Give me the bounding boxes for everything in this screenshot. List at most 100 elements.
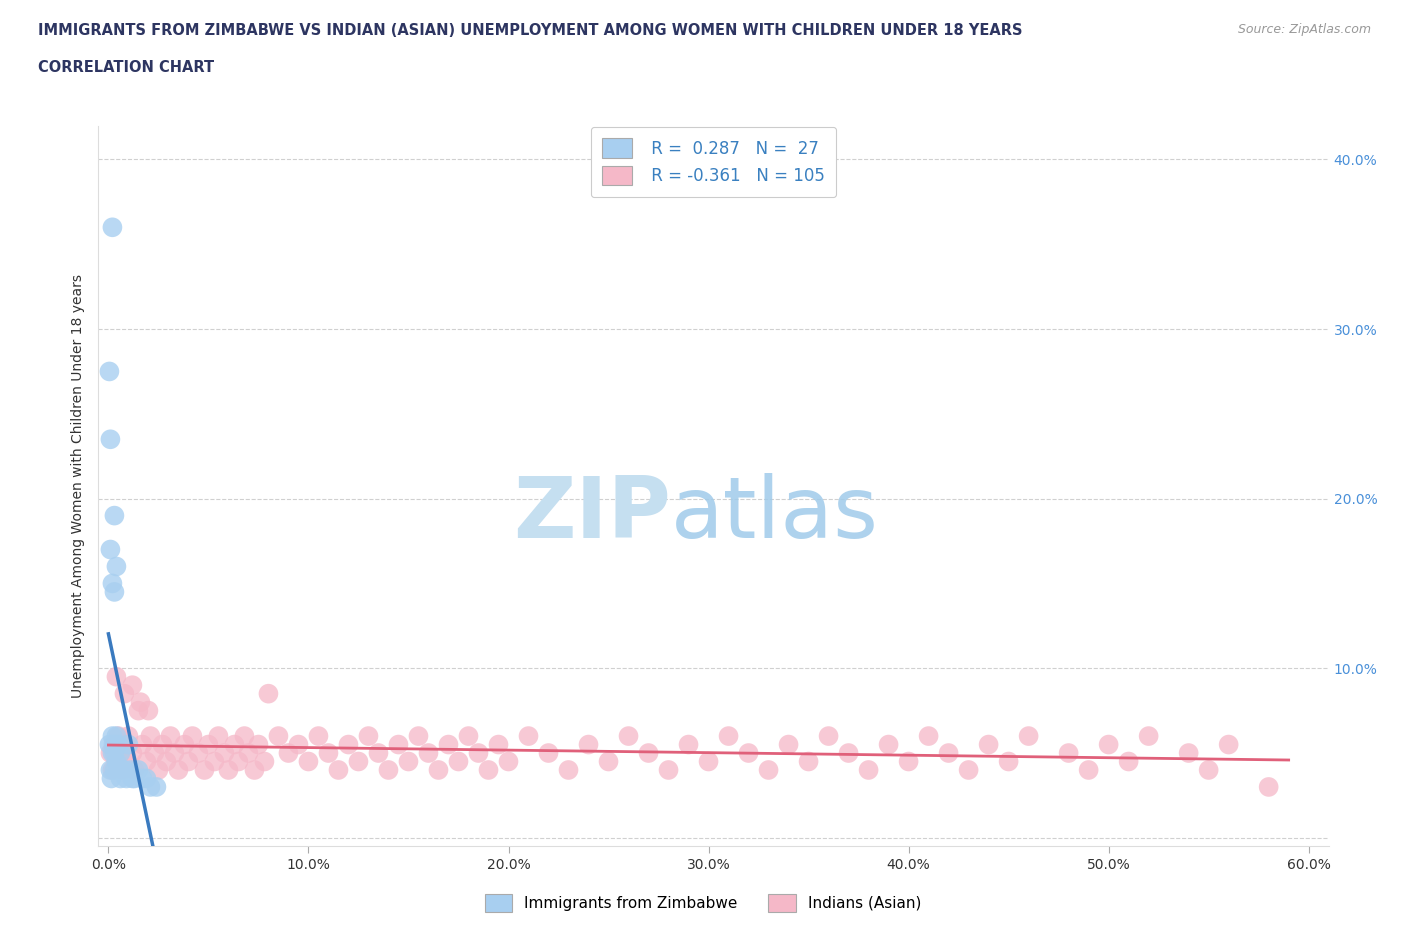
Point [197, 737, 219, 752]
Point [287, 737, 309, 752]
Point [398, 754, 420, 769]
Point [598, 754, 620, 769]
Point [617, 728, 640, 743]
Point [187, 746, 209, 761]
Point [427, 763, 450, 777]
Point [129, 695, 152, 710]
Point [977, 737, 1000, 752]
Point [117, 728, 139, 743]
Point [717, 728, 740, 743]
Point [997, 754, 1019, 769]
Point [115, 771, 138, 786]
Point [103, 508, 125, 523]
Point [498, 754, 520, 769]
Point [957, 763, 980, 777]
Point [537, 746, 560, 761]
Point [477, 763, 499, 777]
Text: Source: ZipAtlas.com: Source: ZipAtlas.com [1237, 23, 1371, 36]
Point [357, 728, 380, 743]
Point [817, 728, 839, 743]
Point [121, 678, 143, 693]
Point [177, 754, 200, 769]
Point [637, 746, 659, 761]
Point [737, 746, 759, 761]
Point [1218, 737, 1240, 752]
Point [418, 746, 440, 761]
Point [1198, 763, 1220, 777]
Point [207, 728, 229, 743]
Point [1077, 763, 1099, 777]
Point [98, 364, 121, 379]
Point [257, 686, 280, 701]
Point [100, 542, 122, 557]
Point [328, 763, 350, 777]
Point [337, 737, 360, 752]
Point [100, 771, 122, 786]
Point [101, 576, 124, 591]
Point [110, 746, 132, 761]
Point [1137, 728, 1160, 743]
Point [173, 737, 195, 752]
Point [127, 703, 149, 718]
Point [103, 737, 125, 752]
Point [387, 737, 409, 752]
Point [105, 559, 128, 574]
Point [228, 754, 250, 769]
Point [111, 763, 134, 777]
Point [233, 728, 256, 743]
Point [103, 584, 125, 599]
Point [155, 754, 177, 769]
Point [578, 737, 600, 752]
Point [1118, 754, 1140, 769]
Point [101, 763, 124, 777]
Point [139, 728, 162, 743]
Point [697, 754, 720, 769]
Point [204, 754, 226, 769]
Point [107, 728, 129, 743]
Point [131, 737, 153, 752]
Point [447, 754, 470, 769]
Point [238, 746, 260, 761]
Point [858, 763, 880, 777]
Point [103, 763, 125, 777]
Point [101, 728, 124, 743]
Point [121, 771, 143, 786]
Point [112, 686, 135, 701]
Point [267, 728, 290, 743]
Text: atlas: atlas [671, 473, 879, 556]
Point [193, 763, 215, 777]
Point [101, 746, 124, 761]
Point [105, 728, 128, 743]
Point [121, 746, 143, 761]
Point [1097, 737, 1119, 752]
Point [127, 763, 149, 777]
Point [143, 746, 166, 761]
Point [103, 746, 125, 761]
Point [1018, 728, 1040, 743]
Point [277, 746, 299, 761]
Point [139, 779, 162, 794]
Point [437, 737, 460, 752]
Point [167, 763, 190, 777]
Y-axis label: Unemployment Among Women with Children Under 18 years: Unemployment Among Women with Children U… [72, 274, 86, 698]
Point [100, 746, 122, 761]
Point [253, 754, 276, 769]
Point [112, 763, 135, 777]
Point [145, 779, 167, 794]
Point [457, 728, 479, 743]
Point [138, 703, 160, 718]
Point [1057, 746, 1080, 761]
Point [117, 737, 139, 752]
Point [100, 763, 122, 777]
Text: ZIP: ZIP [513, 473, 671, 556]
Text: IMMIGRANTS FROM ZIMBABWE VS INDIAN (ASIAN) UNEMPLOYMENT AMONG WOMEN WITH CHILDRE: IMMIGRANTS FROM ZIMBABWE VS INDIAN (ASIA… [38, 23, 1022, 38]
Point [107, 737, 129, 752]
Point [152, 737, 174, 752]
Point [678, 737, 700, 752]
Point [224, 737, 246, 752]
Point [217, 763, 239, 777]
Point [148, 763, 170, 777]
Point [110, 771, 132, 786]
Point [243, 763, 266, 777]
Point [159, 728, 181, 743]
